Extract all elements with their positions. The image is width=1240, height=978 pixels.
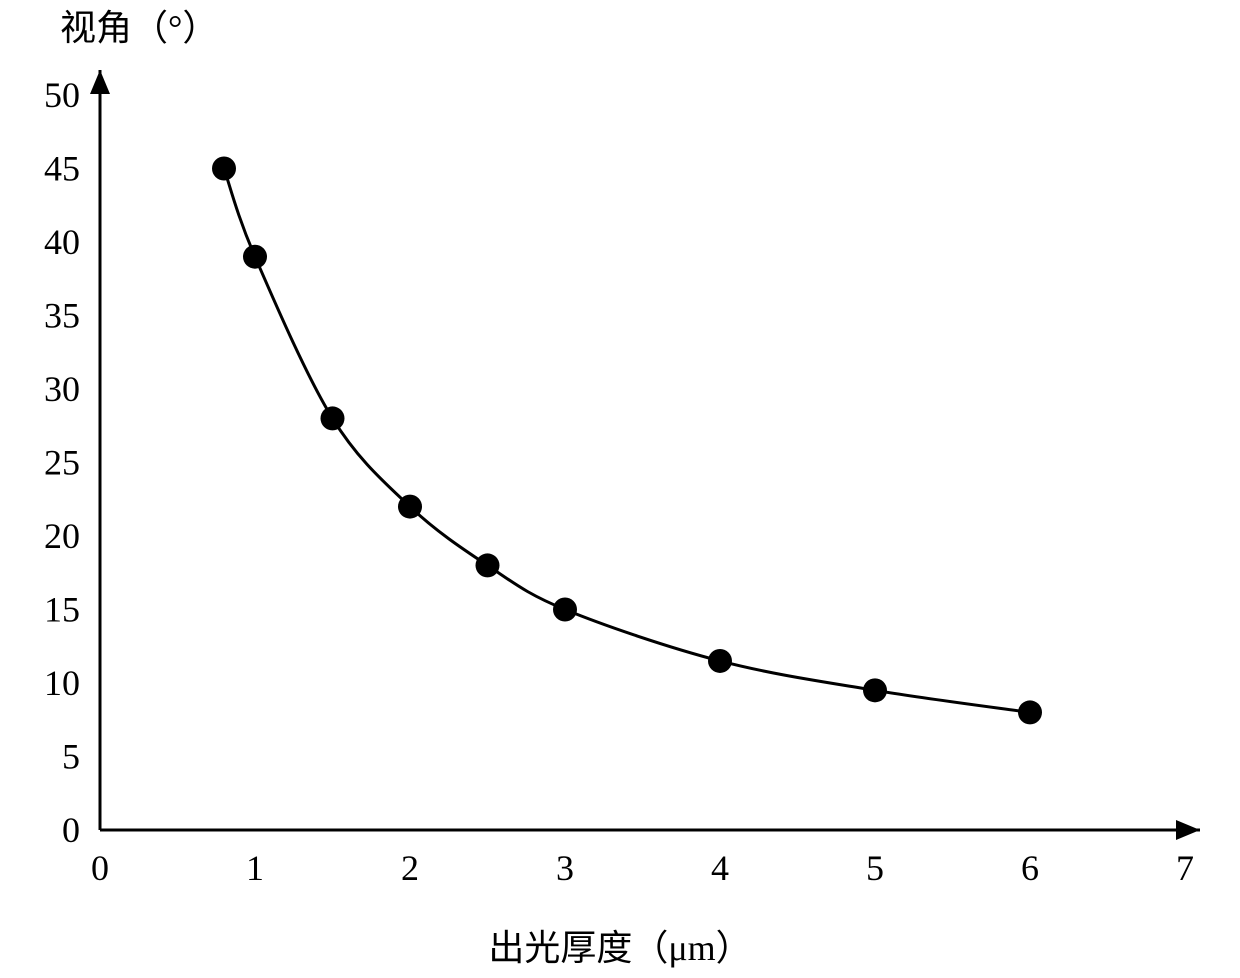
y-tick-label: 45 — [44, 149, 80, 189]
y-tick-labels: 0 5 10 15 20 25 30 35 40 45 50 — [44, 75, 80, 850]
data-markers — [212, 157, 1042, 725]
y-tick-label: 25 — [44, 443, 80, 483]
x-tick-label: 2 — [401, 848, 419, 888]
y-tick-label: 50 — [44, 75, 80, 115]
y-tick-label: 40 — [44, 222, 80, 262]
x-tick-label: 5 — [866, 848, 884, 888]
y-axis-title: 视角（°） — [60, 8, 218, 48]
y-tick-label: 20 — [44, 516, 80, 556]
data-point — [398, 495, 422, 519]
chart-container: 视角（°） 出光厚度（μm） 01234567 0510152025303540… — [0, 0, 1240, 978]
data-curve — [224, 169, 1030, 713]
data-point — [212, 157, 236, 181]
x-tick-labels: 0 1 2 3 4 5 6 7 — [91, 848, 1194, 888]
data-point — [863, 678, 887, 702]
x-tick-label: 3 — [556, 848, 574, 888]
x-tick-label: 1 — [246, 848, 264, 888]
data-point — [321, 406, 345, 430]
x-tick-label: 6 — [1021, 848, 1039, 888]
y-tick-label: 15 — [44, 590, 80, 630]
y-tick-label: 0 — [62, 810, 80, 850]
x-tick-label: 0 — [91, 848, 109, 888]
y-tick-label: 30 — [44, 369, 80, 409]
axes-group — [90, 70, 1200, 840]
x-tick-label: 4 — [711, 848, 729, 888]
x-axis-arrow-icon — [1176, 820, 1200, 840]
data-point — [1018, 700, 1042, 724]
y-tick-label: 5 — [62, 737, 80, 777]
y-tick-label: 10 — [44, 663, 80, 703]
data-point — [553, 598, 577, 622]
y-axis-arrow-icon — [90, 70, 110, 94]
x-tick-label: 7 — [1176, 848, 1194, 888]
data-point — [708, 649, 732, 673]
y-tick-label: 35 — [44, 296, 80, 336]
chart-svg: 视角（°） 出光厚度（μm） 01234567 0510152025303540… — [0, 0, 1240, 978]
data-point — [243, 245, 267, 269]
data-point — [476, 553, 500, 577]
x-axis-title: 出光厚度（μm） — [488, 928, 751, 968]
